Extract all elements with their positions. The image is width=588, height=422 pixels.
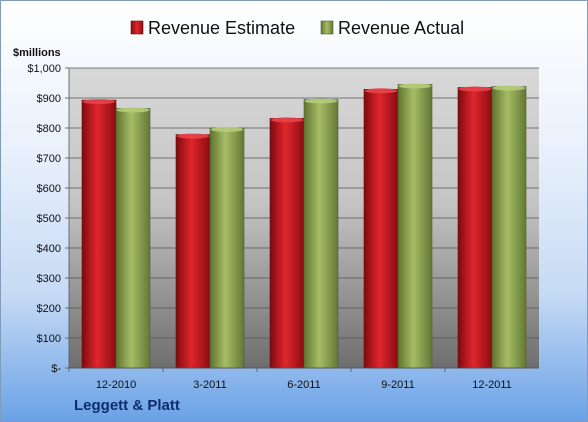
bar-actual-cap bbox=[304, 98, 338, 104]
bar-estimate bbox=[363, 88, 399, 369]
bar-actual bbox=[303, 98, 339, 369]
bar-actual-body bbox=[209, 127, 245, 369]
bar-actual-cap bbox=[492, 85, 526, 91]
bar-actual-body bbox=[397, 84, 433, 369]
legend-item-actual: Revenue Actual bbox=[320, 18, 464, 38]
bar-actual-cap bbox=[116, 107, 150, 113]
x-tick-label: 9-2011 bbox=[381, 379, 414, 391]
y-tick-label: $1,000 bbox=[27, 63, 61, 75]
y-tick-label: $200 bbox=[37, 303, 61, 315]
bar-estimate bbox=[457, 86, 493, 369]
bar-estimate-cap bbox=[458, 86, 492, 92]
bar-estimate-body bbox=[457, 87, 493, 369]
bar-actual-cap bbox=[398, 83, 432, 89]
bar-actual bbox=[397, 83, 433, 369]
bar-estimate-body bbox=[269, 118, 305, 369]
bar-estimate-body bbox=[363, 89, 399, 369]
x-tick-label: 3-2011 bbox=[193, 379, 226, 391]
bar-estimate-cap bbox=[176, 133, 210, 139]
bar-estimate bbox=[81, 99, 117, 369]
bar-estimate-body bbox=[81, 99, 117, 369]
bar-actual bbox=[115, 107, 151, 369]
y-tick-label: $500 bbox=[37, 213, 61, 225]
y-tick-label: $700 bbox=[37, 153, 61, 165]
x-tick-label: 12-2011 bbox=[472, 379, 512, 391]
y-tick-label: $900 bbox=[37, 93, 61, 105]
bar-estimate-cap bbox=[270, 117, 304, 123]
legend-label-actual: Revenue Actual bbox=[338, 18, 464, 38]
bar-actual-cap bbox=[210, 127, 244, 132]
legend-label-estimate: Revenue Estimate bbox=[148, 18, 295, 38]
bar-estimate-cap bbox=[82, 99, 116, 105]
y-tick-label: $300 bbox=[37, 273, 61, 285]
y-tick-label: $400 bbox=[37, 243, 61, 255]
y-tick-label: $600 bbox=[37, 183, 61, 195]
company-name: Leggett & Platt bbox=[74, 397, 180, 414]
y-tick-label: $- bbox=[51, 363, 61, 375]
x-tick-label: 6-2011 bbox=[287, 379, 320, 391]
x-axis-ticks: 12-2010 3-2011 6-2011 9-2011 12-2011 bbox=[68, 367, 539, 391]
y-axis-ticks: $- $100 $200 $300 $400 $500 $600 $700 $800 $900 $1… bbox=[27, 63, 70, 375]
legend-swatch-estimate bbox=[130, 20, 144, 35]
bars bbox=[81, 83, 527, 369]
bar-actual-body bbox=[303, 99, 339, 369]
x-tick-label: 12-2010 bbox=[96, 379, 136, 391]
bar-actual bbox=[491, 85, 527, 369]
legend-item-estimate: Revenue Estimate bbox=[130, 18, 295, 38]
bar-estimate-cap bbox=[364, 88, 398, 94]
legend: Revenue Estimate Revenue Actual bbox=[130, 18, 464, 38]
bar-estimate bbox=[175, 133, 211, 369]
bar-estimate-body bbox=[175, 134, 211, 369]
y-tick-label: $100 bbox=[37, 333, 61, 345]
legend-swatch-actual bbox=[320, 20, 334, 35]
bar-actual-body bbox=[491, 86, 527, 369]
bar-actual-body bbox=[115, 108, 151, 369]
bar-actual bbox=[209, 127, 245, 369]
y-tick-label: $800 bbox=[37, 123, 61, 135]
y-axis-unit-label: $millions bbox=[13, 47, 61, 59]
bar-estimate bbox=[269, 117, 305, 369]
